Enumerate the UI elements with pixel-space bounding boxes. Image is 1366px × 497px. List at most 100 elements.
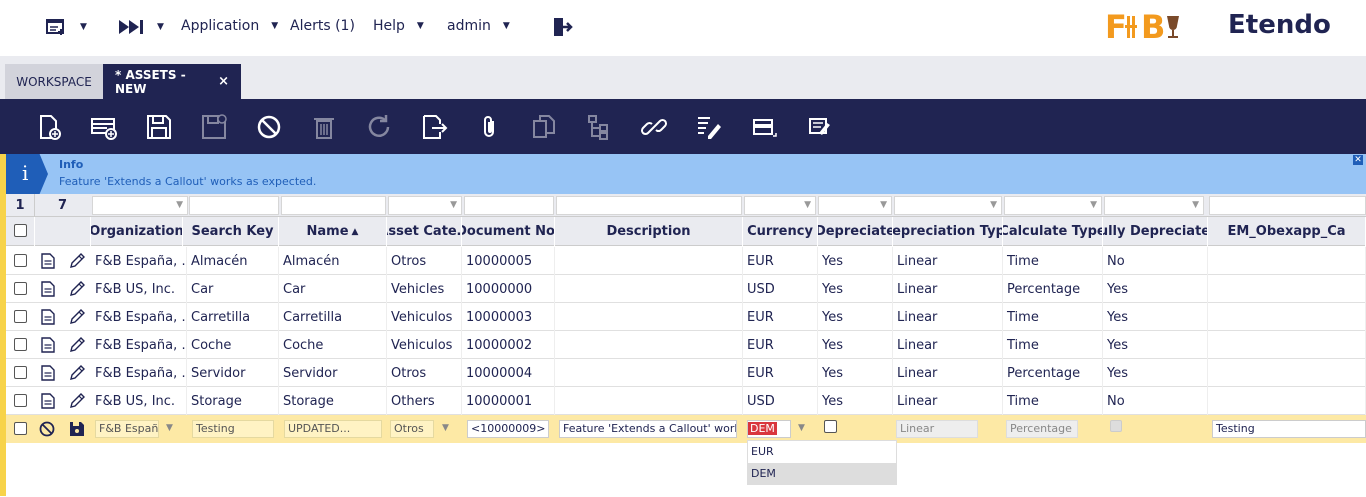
help-menu[interactable]: Help ▼ — [373, 18, 424, 34]
edit-organization-field[interactable]: F&B Españ — [95, 420, 159, 438]
audit-trail-icon[interactable] — [695, 113, 723, 141]
open-form-icon[interactable] — [41, 253, 55, 269]
edit-search-key-field[interactable]: Testing — [192, 420, 274, 438]
edit-depreciate-checkbox[interactable] — [824, 420, 837, 433]
table-row[interactable]: F&B España, … Almacén Almacén Otros 10000005… — [6, 247, 1366, 275]
refresh-icon[interactable] — [365, 113, 393, 141]
currency-option-eur[interactable]: EUR — [751, 445, 774, 458]
tab-assets-new[interactable]: * ASSETS - NEW × — [103, 64, 241, 99]
edit-currency-field[interactable]: DEM — [747, 420, 791, 438]
edit-calculate-type-field[interactable]: Percentage — [1006, 420, 1078, 438]
filter-name[interactable] — [281, 196, 386, 215]
clone-icon[interactable] — [530, 113, 558, 141]
attachment-icon[interactable] — [475, 113, 503, 141]
edit-pencil-icon[interactable] — [69, 281, 85, 297]
filter-calculate-type[interactable]: ▼ — [1004, 196, 1102, 215]
delete-icon[interactable] — [310, 113, 338, 141]
open-form-icon[interactable] — [41, 337, 55, 353]
edit-pencil-icon[interactable] — [69, 365, 85, 381]
header-calculate-type[interactable]: Calculate Type — [1003, 217, 1103, 246]
filter-depreciation-type[interactable]: ▼ — [894, 196, 1002, 215]
table-row[interactable]: F&B US, Inc. Storage Storage Others 10000001… — [6, 387, 1366, 415]
edit-pencil-icon[interactable] — [69, 253, 85, 269]
edit-description-field[interactable]: Feature 'Extends a Callout' work — [559, 420, 737, 438]
filter-organization[interactable]: ▼ — [92, 196, 188, 215]
edit-name-field[interactable]: UPDATED... — [284, 420, 382, 438]
filter-search-key[interactable] — [189, 196, 279, 215]
chevron-down-icon: ▼ — [1192, 200, 1199, 210]
header-name[interactable]: Name ▲ — [279, 217, 387, 246]
cell-cur: EUR — [743, 359, 818, 387]
notes-edit-icon[interactable] — [805, 113, 833, 141]
row-checkbox[interactable] — [14, 282, 27, 295]
edit-row-checkbox[interactable] — [14, 422, 27, 435]
header-description[interactable]: Description — [555, 217, 743, 246]
tab-workspace[interactable]: WORKSPACE — [5, 64, 103, 99]
header-extra[interactable]: EM_Obexapp_Ca — [1208, 217, 1366, 246]
cell-key: Servidor — [187, 359, 279, 387]
row-checkbox[interactable] — [14, 254, 27, 267]
filter-currency[interactable]: ▼ — [744, 196, 816, 215]
row-checkbox[interactable] — [14, 338, 27, 351]
row-checkbox[interactable] — [14, 366, 27, 379]
undo-cancel-icon[interactable] — [255, 113, 283, 141]
edit-asset-category-field[interactable]: Otros — [390, 420, 434, 438]
currency-option-dem[interactable]: DEM — [748, 463, 896, 485]
save-icon[interactable] — [145, 113, 173, 141]
filter-depreciate[interactable]: ▼ — [818, 196, 892, 215]
form-view-icon[interactable] — [750, 113, 778, 141]
edit-depreciation-type-field[interactable]: Linear — [896, 420, 978, 438]
row-checkbox[interactable] — [14, 310, 27, 323]
fast-forward-icon — [119, 20, 143, 34]
edit-document-no-field[interactable]: <10000009> — [467, 420, 549, 438]
edit-pencil-icon[interactable] — [69, 393, 85, 409]
header-currency[interactable]: Currency — [743, 217, 818, 246]
header-search-key[interactable]: Search Key — [187, 217, 279, 246]
close-icon[interactable]: ✕ — [1353, 155, 1363, 165]
grid-body: F&B US, Inc. Storage Storage Others 10000001… — [6, 247, 1366, 497]
edit-fully-depreciated-checkbox[interactable] — [1110, 420, 1122, 432]
select-all-checkbox[interactable] — [14, 224, 27, 237]
open-form-icon[interactable] — [41, 393, 55, 409]
open-form-icon[interactable] — [41, 309, 55, 325]
new-row-icon[interactable] — [90, 113, 118, 141]
filter-extra[interactable] — [1209, 196, 1366, 215]
header-depreciate[interactable]: Depreciate — [818, 217, 893, 246]
application-menu[interactable]: Application ▼ — [181, 18, 278, 34]
edit-extra-field[interactable]: Testing — [1212, 420, 1366, 438]
save-and-close-icon[interactable] — [200, 113, 228, 141]
user-menu[interactable]: admin ▼ — [447, 18, 510, 34]
table-row[interactable]: F&B España, … Coche Coche Vehiculos 10000002… — [6, 331, 1366, 359]
header-organization[interactable]: Organization — [91, 217, 183, 246]
export-icon[interactable] — [420, 113, 448, 141]
header-document-no[interactable]: Document No. — [462, 217, 555, 246]
header-fully-depreciated[interactable]: Fully Depreciated — [1103, 217, 1208, 246]
cancel-edit-icon[interactable] — [39, 421, 55, 437]
filter-fully-depreciated[interactable]: ▼ — [1104, 196, 1204, 215]
close-icon[interactable]: × — [218, 74, 229, 89]
link-icon[interactable] — [640, 113, 668, 141]
header-asset-category[interactable]: Asset Cate… — [387, 217, 462, 246]
new-document-icon[interactable] — [35, 113, 63, 141]
application-menu-label: Application — [181, 18, 260, 34]
table-row[interactable]: F&B España, … Servidor Servidor Otros 100000… — [6, 359, 1366, 387]
open-form-icon[interactable] — [41, 365, 55, 381]
recent-views-menu[interactable]: ▼ — [117, 18, 164, 36]
filter-description[interactable] — [556, 196, 742, 215]
header-depreciation-type[interactable]: Depreciation Type — [893, 217, 1003, 246]
filter-document-no[interactable] — [464, 196, 554, 215]
edit-pencil-icon[interactable] — [69, 337, 85, 353]
logout-button[interactable] — [551, 16, 573, 38]
quick-launch-menu[interactable]: ▼ — [46, 18, 87, 36]
cell-calc: Time — [1003, 247, 1103, 275]
row-checkbox[interactable] — [14, 394, 27, 407]
tree-icon[interactable] — [585, 113, 613, 141]
filter-asset-category[interactable]: ▼ — [388, 196, 462, 215]
save-row-icon[interactable] — [69, 421, 85, 437]
edit-pencil-icon[interactable] — [69, 309, 85, 325]
table-row[interactable]: F&B España, … Carretilla Carretilla Vehicul… — [6, 303, 1366, 331]
open-form-icon[interactable] — [41, 281, 55, 297]
table-row[interactable]: F&B US, Inc. Car Car Vehicles 10000000 USD Yes… — [6, 275, 1366, 303]
cell-name: Carretilla — [279, 303, 387, 331]
alerts-link[interactable]: Alerts (1) — [290, 18, 355, 34]
